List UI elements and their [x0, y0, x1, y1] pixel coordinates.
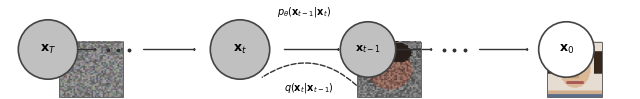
Text: $q(\mathbf{x}_t|\mathbf{x}_{t-1})$: $q(\mathbf{x}_t|\mathbf{x}_{t-1})$: [284, 81, 334, 95]
Circle shape: [340, 22, 396, 77]
Circle shape: [539, 22, 594, 77]
Bar: [59, 42, 123, 97]
Circle shape: [211, 20, 269, 79]
Text: $\mathbf{x}_T$: $\mathbf{x}_T$: [40, 43, 56, 56]
Text: $p_{\theta}(\mathbf{x}_{t-1}|\mathbf{x}_t)$: $p_{\theta}(\mathbf{x}_{t-1}|\mathbf{x}_…: [277, 5, 331, 19]
Bar: [547, 42, 602, 97]
FancyArrowPatch shape: [262, 63, 356, 85]
Text: $\mathbf{x}_{t-1}$: $\mathbf{x}_{t-1}$: [355, 44, 381, 55]
Bar: [357, 42, 421, 97]
Circle shape: [19, 20, 77, 79]
Text: $\mathbf{x}_0$: $\mathbf{x}_0$: [559, 43, 574, 56]
Text: $\mathbf{x}_t$: $\mathbf{x}_t$: [233, 43, 247, 56]
